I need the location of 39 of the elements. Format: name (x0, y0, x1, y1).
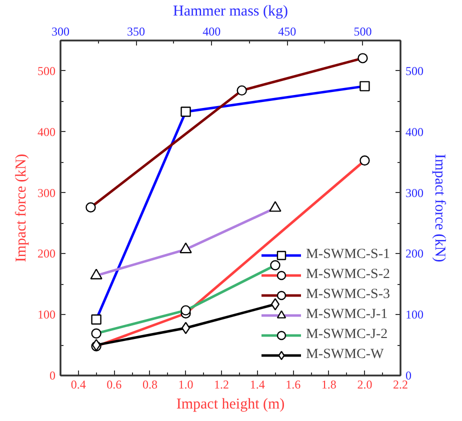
x-tick-label: 1.6 (286, 378, 301, 392)
legend-label: M-SWMC-S-1 (306, 247, 390, 263)
y2-tick-label: 200 (406, 246, 424, 261)
legend-label: M-SWMC-S-2 (306, 267, 390, 283)
legend-label: M-SWMC-W (306, 347, 384, 363)
y-tick-label: 100 (38, 308, 56, 322)
point (181, 322, 190, 334)
x-tick-label: 0.4 (70, 378, 86, 392)
point (270, 298, 280, 310)
legend-label: M-SWMC-S-3 (306, 287, 390, 303)
y-tick-label: 500 (38, 64, 56, 78)
y2-axis-title: Impact force (kN) (432, 154, 448, 262)
y2-tick-label: 400 (406, 124, 424, 139)
y2-tick-label: 300 (406, 186, 424, 200)
x-tick-label: 2.2 (393, 378, 408, 392)
y-axis-title: Impact force (kN) (14, 154, 30, 262)
x2-tick-label: 450 (278, 24, 296, 38)
y-tick-label: 400 (38, 124, 56, 139)
y-tick-label: 300 (38, 186, 56, 200)
x-tick-label: 2.0 (357, 378, 372, 392)
x-tick-label: 0.8 (142, 378, 158, 392)
x2-tick-label: 500 (354, 24, 372, 38)
legend-label: M-SWMC-J-1 (306, 307, 388, 323)
x-axis-title: Impact height (m) (176, 396, 285, 412)
y2-tick-label: 0 (406, 368, 412, 382)
x-tick-label: 0.6 (106, 378, 122, 392)
x-tick-label: 1.0 (178, 378, 194, 392)
y2-tick-label: 100 (406, 308, 424, 322)
x-tick-label: 1.4 (250, 378, 265, 392)
x2-tick-label: 350 (127, 24, 146, 38)
x-tick-label: 1.8 (321, 378, 336, 392)
y-tick-label: 0 (50, 368, 56, 382)
x-tick-label: 1.2 (214, 378, 230, 392)
y-tick-label: 200 (38, 246, 56, 261)
legend-label: M-SWMC-J-2 (306, 327, 388, 343)
y2-tick-label: 500 (406, 64, 424, 78)
x2-axis-title: Hammer mass (kg) (173, 4, 288, 20)
x2-tick-label: 300 (52, 24, 70, 38)
x2-tick-label: 400 (202, 24, 221, 38)
